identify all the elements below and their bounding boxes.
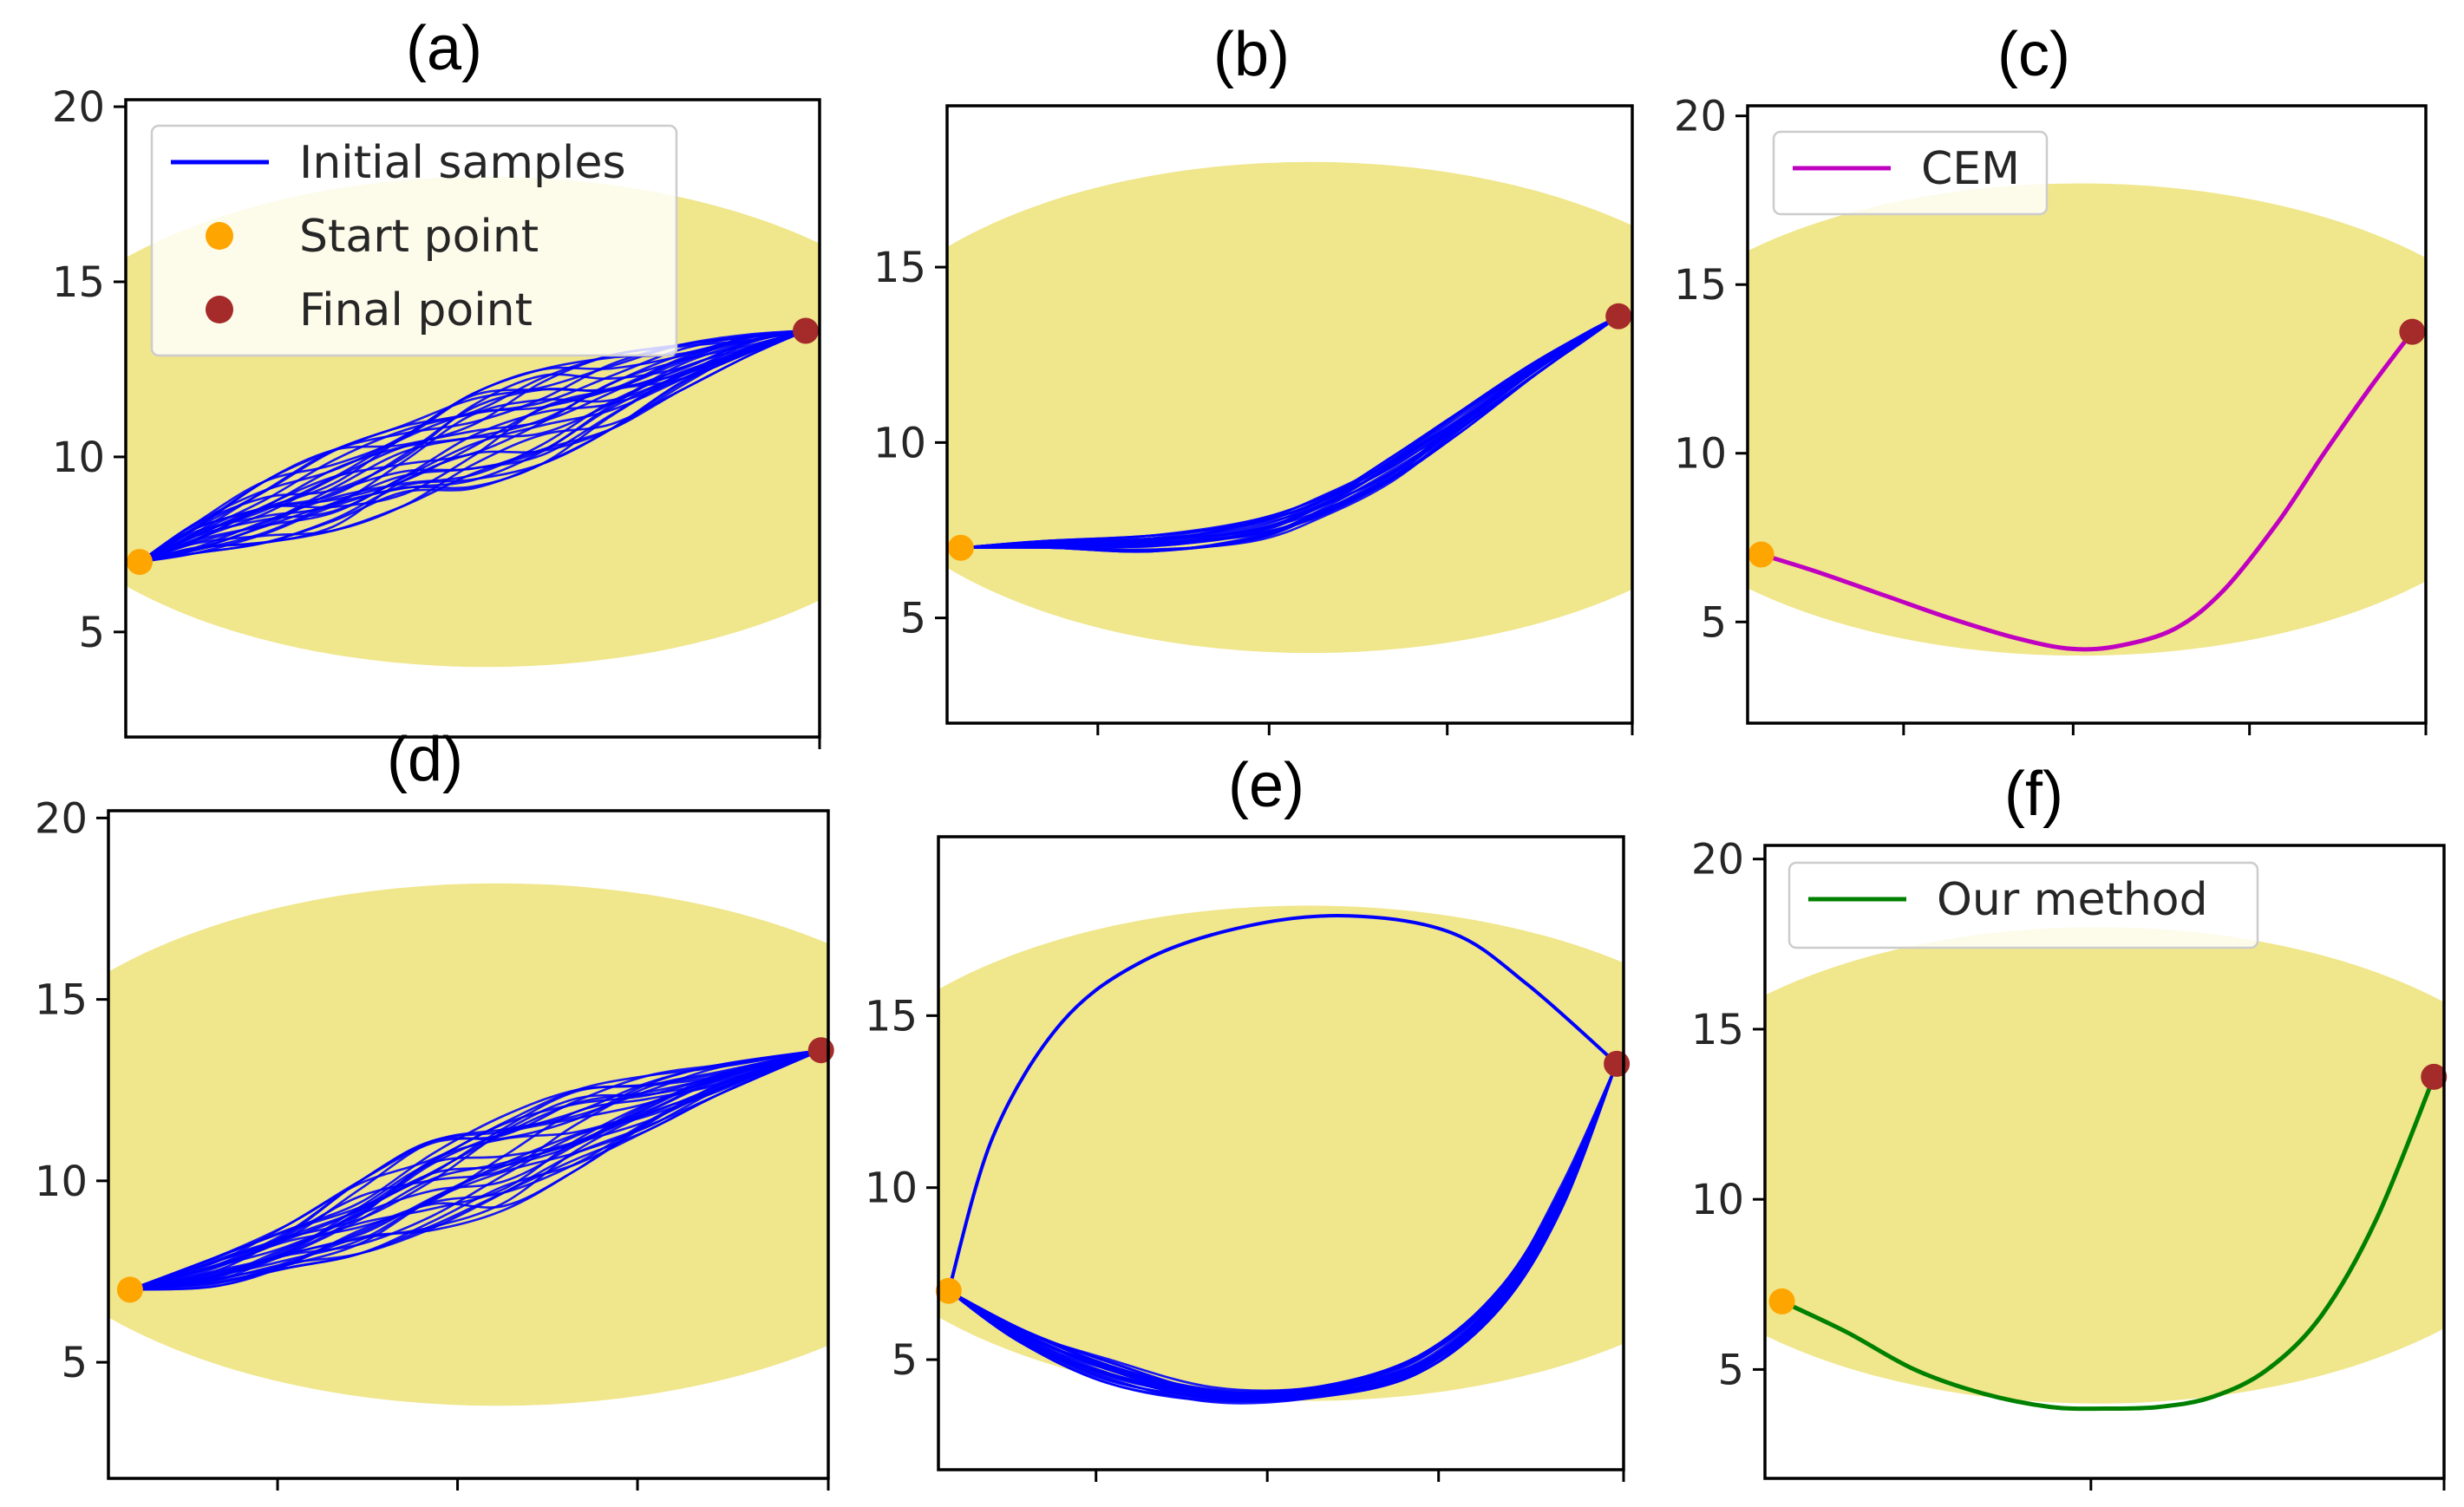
obstacle-circle bbox=[1748, 183, 2426, 656]
y-tick-label: 10 bbox=[865, 1164, 918, 1213]
panel-f: 5 10 15 20 (f) Our method bbox=[1691, 760, 2448, 1491]
sample-trajectory bbox=[139, 329, 807, 564]
axes-frame bbox=[124, 98, 821, 739]
sample-trajectory bbox=[139, 329, 807, 564]
y-tick-label: 15 bbox=[1691, 1006, 1744, 1054]
final-point-marker bbox=[793, 317, 819, 344]
sample-trajectory bbox=[139, 329, 807, 564]
panel-title: (d) bbox=[387, 725, 463, 794]
start-point-marker bbox=[947, 534, 974, 561]
plot-area bbox=[947, 161, 1632, 654]
y-tick-label: 15 bbox=[35, 976, 88, 1025]
sample-trajectory bbox=[139, 329, 807, 564]
sample-bundle bbox=[139, 329, 807, 564]
y-tick-label: 5 bbox=[1717, 1346, 1744, 1394]
legend-marker-swatch bbox=[206, 296, 233, 323]
plot-area bbox=[1765, 927, 2444, 1412]
panel-d: 5 10 15 20 (d) bbox=[35, 725, 834, 1491]
panel-e: 5 10 15 (e) bbox=[865, 751, 1631, 1482]
sample-trajectory bbox=[129, 1048, 822, 1291]
y-tick-label: 20 bbox=[1674, 93, 1727, 141]
legend: Initial samples Start point Final point bbox=[150, 124, 678, 357]
panel-b: 5 10 15 (b) bbox=[873, 20, 1634, 735]
y-tick-label: 15 bbox=[52, 258, 105, 307]
axes-frame bbox=[107, 809, 830, 1480]
legend-label: Initial samples bbox=[299, 137, 626, 189]
sample-trajectory bbox=[139, 329, 807, 564]
y-tick-label: 10 bbox=[52, 434, 105, 482]
sample-trajectory bbox=[960, 315, 1619, 549]
legend: Our method bbox=[1788, 861, 2259, 949]
axes-frame bbox=[1763, 844, 2446, 1480]
final-point-marker bbox=[2399, 318, 2426, 345]
panel-title: (c) bbox=[1997, 20, 2070, 89]
y-tick-label: 20 bbox=[35, 794, 88, 843]
axes-frame bbox=[937, 835, 1625, 1471]
y-tick-label: 20 bbox=[52, 83, 105, 132]
y-tick-label: 5 bbox=[78, 609, 105, 657]
axes-frame bbox=[1746, 104, 2428, 725]
obstacle-circle bbox=[108, 883, 828, 1406]
y-tick-label: 5 bbox=[1700, 598, 1727, 647]
y-tick-label: 10 bbox=[1674, 430, 1727, 479]
sample-bundle bbox=[129, 1048, 822, 1291]
start-point-marker bbox=[116, 1276, 143, 1303]
final-point-marker bbox=[1604, 1050, 1631, 1077]
sample-trajectory bbox=[960, 315, 1619, 552]
legend: CEM bbox=[1772, 130, 2049, 216]
trajectory-line bbox=[1759, 329, 2415, 652]
obstacle-circle bbox=[938, 905, 1624, 1401]
legend-marker-swatch bbox=[206, 222, 233, 250]
final-point-marker bbox=[2421, 1063, 2448, 1090]
legend-label: Our method bbox=[1937, 874, 2208, 926]
y-tick-label: 10 bbox=[35, 1158, 88, 1206]
panel-c: 5 10 15 20 (c) CEM bbox=[1674, 20, 2428, 735]
sample-bundle bbox=[948, 1063, 1618, 1405]
legend-box bbox=[150, 124, 678, 357]
sample-trajectory bbox=[129, 1048, 822, 1291]
plot-area bbox=[1748, 183, 2426, 656]
plot-area bbox=[938, 905, 1624, 1405]
y-tick-label: 5 bbox=[899, 595, 926, 643]
plot-area bbox=[108, 883, 828, 1406]
y-tick-label: 15 bbox=[873, 244, 926, 292]
sample-bundle bbox=[960, 315, 1619, 553]
y-tick-label: 15 bbox=[865, 992, 918, 1041]
legend-label: Final point bbox=[299, 284, 533, 336]
start-point-marker bbox=[1768, 1288, 1795, 1315]
y-tick-label: 10 bbox=[1691, 1176, 1744, 1224]
start-point-marker bbox=[127, 549, 153, 576]
sample-trajectory bbox=[129, 1048, 821, 1291]
panel-a: 5 10 15 20 (a) Initial samples Start point Fina… bbox=[52, 14, 821, 749]
sample-trajectory bbox=[129, 1048, 821, 1291]
sample-trajectory bbox=[948, 1063, 1618, 1393]
axes-frame bbox=[945, 104, 1634, 725]
panel-title: (f) bbox=[2004, 760, 2063, 829]
y-tick-label: 5 bbox=[891, 1336, 918, 1385]
sample-trajectory bbox=[129, 1048, 821, 1291]
panel-title: (b) bbox=[1213, 20, 1290, 89]
final-point-marker bbox=[1605, 303, 1632, 329]
legend-label: CEM bbox=[1921, 143, 2020, 195]
y-tick-label: 20 bbox=[1691, 836, 1744, 884]
y-tick-label: 5 bbox=[61, 1339, 88, 1387]
legend-label: Start point bbox=[299, 211, 539, 263]
y-tick-label: 15 bbox=[1674, 261, 1727, 310]
trajectory-line bbox=[1780, 1074, 2436, 1412]
final-point-marker bbox=[807, 1037, 834, 1064]
start-point-marker bbox=[1748, 541, 1774, 568]
obstacle-circle bbox=[1765, 927, 2444, 1404]
trajectory-line bbox=[946, 914, 1619, 1293]
sample-trajectory bbox=[139, 329, 807, 564]
legend-box bbox=[1788, 861, 2259, 949]
panel-title: (e) bbox=[1228, 751, 1304, 820]
legend-box bbox=[1772, 130, 2049, 216]
start-point-marker bbox=[935, 1277, 962, 1304]
y-tick-label: 10 bbox=[873, 419, 926, 467]
panel-title: (a) bbox=[406, 14, 482, 83]
obstacle-circle bbox=[947, 161, 1632, 654]
